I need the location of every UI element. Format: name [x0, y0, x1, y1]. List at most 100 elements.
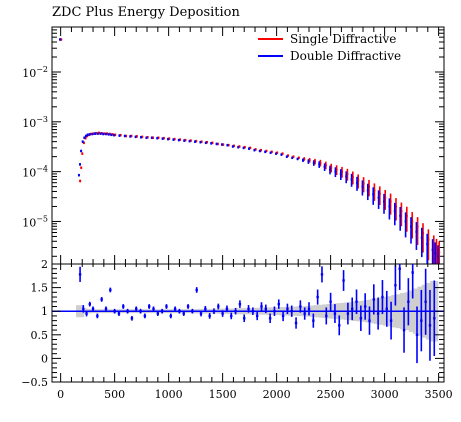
- data-point: [134, 135, 137, 138]
- ratio-point: [363, 305, 367, 308]
- legend: Single Diffractive Double Diffractive: [258, 32, 401, 63]
- data-point: [269, 151, 272, 154]
- data-point: [404, 220, 407, 223]
- x-tick-label: 3500: [425, 388, 453, 401]
- data-point: [88, 133, 91, 136]
- data-point: [103, 132, 106, 135]
- data-point: [183, 139, 186, 142]
- data-point: [350, 178, 353, 181]
- data-point: [388, 205, 391, 208]
- data-point: [437, 255, 440, 258]
- ratio-point: [173, 307, 177, 311]
- ratio-point: [117, 312, 121, 315]
- ratio-point: [191, 310, 194, 313]
- data-point: [113, 134, 116, 137]
- ratio-ticks: 2 1.5 1 0.5 0 −0.5 0 500 1000 1500 2000 2500 3000 350…: [21, 258, 452, 401]
- data-point: [81, 140, 84, 143]
- x-tick-label: 1500: [209, 388, 237, 401]
- data-point: [334, 170, 337, 173]
- data-point: [80, 149, 83, 152]
- data-point: [211, 141, 214, 144]
- data-point: [173, 138, 176, 141]
- ratio-point: [325, 314, 328, 318]
- data-point: [167, 138, 170, 141]
- data-point: [81, 152, 84, 155]
- ratio-y-tick-label: −0.5: [21, 376, 48, 389]
- data-point: [200, 140, 203, 143]
- ratio-point: [152, 307, 155, 311]
- ratio-y-tick-label: 0: [41, 352, 48, 365]
- ratio-point: [88, 302, 91, 306]
- ratio-point: [286, 307, 289, 311]
- data-point: [177, 139, 180, 142]
- ratio-y-tick-label: 0.5: [31, 329, 49, 342]
- ratio-point: [78, 273, 82, 276]
- ratio-point: [428, 324, 432, 327]
- ratio-point: [208, 314, 211, 318]
- ratio-point: [338, 324, 341, 327]
- data-point: [94, 132, 97, 135]
- data-point: [161, 137, 164, 140]
- data-point: [393, 210, 396, 213]
- data-point: [129, 135, 132, 138]
- ratio-point: [351, 307, 354, 311]
- ratio-point: [204, 307, 207, 311]
- ratio-point: [122, 305, 125, 308]
- data-point: [168, 137, 171, 140]
- data-point: [330, 166, 333, 169]
- data-point: [86, 133, 89, 136]
- ratio-point: [290, 310, 293, 313]
- ratio-point: [420, 319, 423, 322]
- data-point: [377, 196, 380, 199]
- data-point: [292, 155, 295, 158]
- ratio-point: [234, 310, 237, 313]
- data-point: [84, 134, 87, 137]
- data-point: [346, 172, 349, 175]
- data-point: [339, 172, 342, 175]
- ratio-point: [389, 319, 393, 322]
- ratio-point: [109, 288, 112, 292]
- data-point: [145, 136, 148, 139]
- y-tick-label: 10−5: [22, 214, 48, 229]
- data-point: [378, 192, 381, 195]
- data-point: [91, 132, 94, 135]
- data-point: [195, 140, 198, 143]
- chart-title: ZDC Plus Energy Deposition: [52, 5, 240, 20]
- ratio-point: [135, 307, 138, 311]
- legend-label-double-diffractive: Double Diffractive: [290, 49, 401, 63]
- ratio-point: [424, 300, 427, 303]
- data-point: [410, 225, 413, 228]
- data-point: [82, 141, 85, 144]
- data-point: [210, 142, 213, 145]
- main-ticks: 10−2 10−3 10−4 10−5: [22, 26, 444, 264]
- x-tick-label: 1000: [155, 388, 183, 401]
- ratio-point: [307, 307, 311, 311]
- data-point: [351, 176, 354, 179]
- data-point: [384, 196, 387, 199]
- data-point: [297, 156, 300, 159]
- data-point: [432, 245, 435, 248]
- data-point: [194, 140, 197, 143]
- x-tick-label: 2500: [317, 388, 345, 401]
- data-point: [108, 132, 111, 135]
- ratio-point: [247, 307, 250, 311]
- data-point: [95, 132, 98, 135]
- ratio-point: [407, 300, 410, 303]
- data-point: [280, 153, 283, 156]
- data-point: [89, 132, 92, 135]
- data-point: [83, 136, 86, 139]
- data-point: [157, 136, 160, 139]
- data-point: [141, 135, 144, 138]
- data-point: [222, 143, 225, 146]
- y-tick-label: 10−2: [22, 65, 48, 80]
- data-point: [395, 205, 398, 208]
- ratio-point: [182, 312, 185, 315]
- data-point: [372, 193, 375, 196]
- data-point: [307, 160, 310, 163]
- ratio-point: [221, 312, 224, 315]
- data-point: [275, 152, 278, 155]
- ratio-point: [178, 310, 181, 313]
- data-point: [156, 137, 159, 140]
- ratio-point: [169, 314, 172, 318]
- legend-label-single-diffractive: Single Diffractive: [290, 32, 396, 46]
